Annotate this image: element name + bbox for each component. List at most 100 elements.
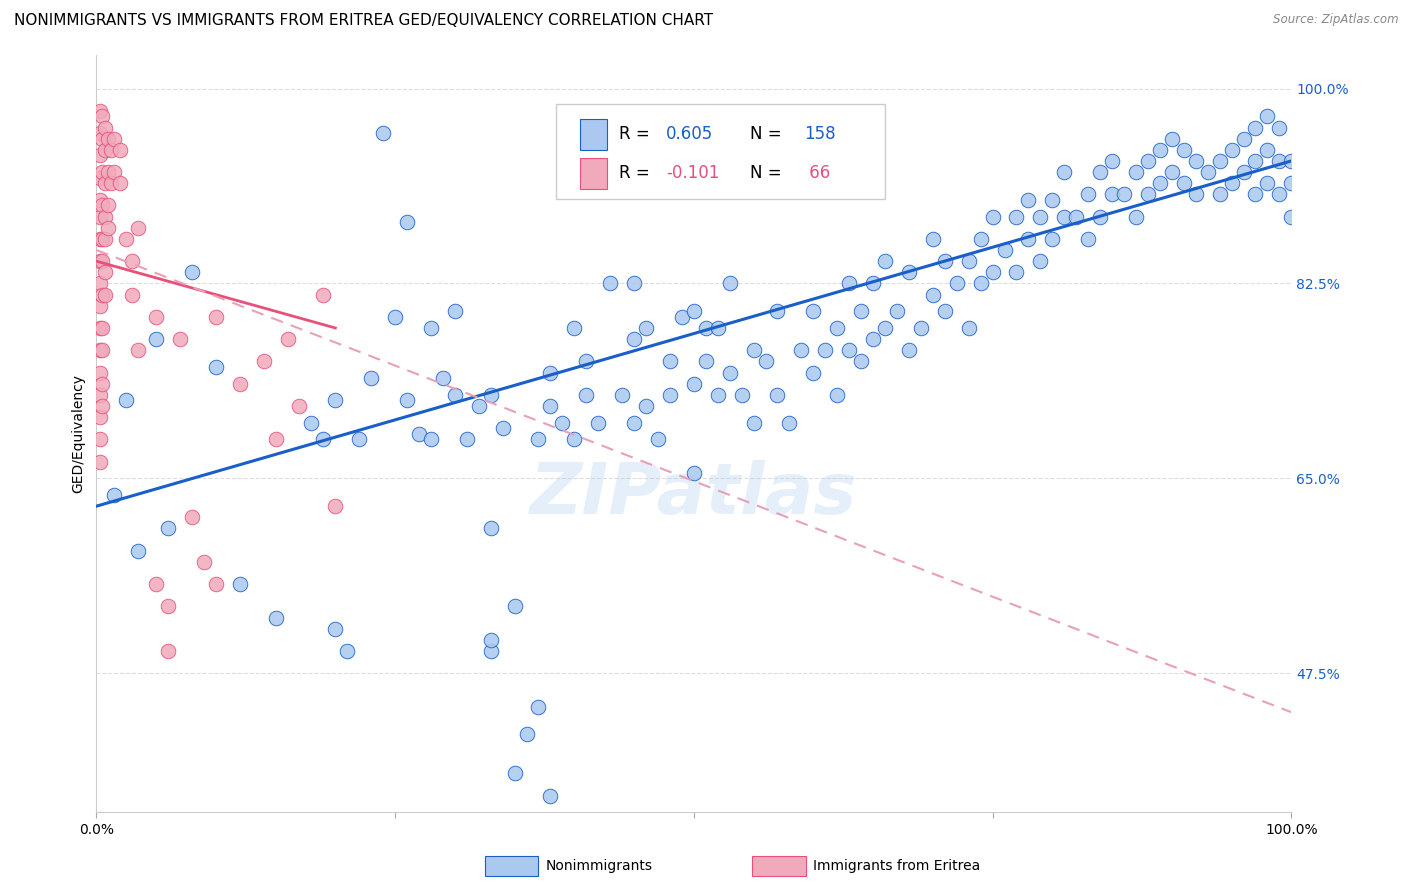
Point — [89, 210, 111, 224]
Point — [993, 243, 1015, 257]
Point — [325, 622, 347, 636]
Point — [1220, 176, 1243, 190]
Point — [503, 599, 526, 614]
Point — [754, 354, 776, 368]
Point — [91, 399, 114, 413]
Point — [444, 388, 467, 402]
Point — [814, 343, 837, 358]
Point — [897, 265, 920, 279]
Point — [562, 321, 585, 335]
Point — [1064, 210, 1087, 224]
Point — [1279, 153, 1302, 168]
Point — [1005, 210, 1028, 224]
Point — [886, 304, 908, 318]
Point — [89, 433, 111, 447]
Point — [1220, 143, 1243, 157]
Point — [1125, 210, 1147, 224]
Point — [527, 699, 550, 714]
Point — [93, 176, 115, 190]
Point — [1053, 210, 1076, 224]
Point — [873, 254, 896, 268]
Point — [97, 165, 120, 179]
Point — [1053, 165, 1076, 179]
Point — [658, 388, 681, 402]
Point — [89, 343, 111, 358]
Point — [981, 265, 1004, 279]
Point — [921, 232, 943, 246]
Point — [1088, 210, 1111, 224]
Point — [897, 343, 920, 358]
Point — [623, 332, 645, 346]
Point — [89, 388, 111, 402]
Point — [110, 143, 132, 157]
Point — [538, 366, 561, 380]
Point — [551, 416, 574, 430]
Point — [121, 254, 143, 268]
Point — [1017, 193, 1039, 207]
Point — [957, 254, 980, 268]
Point — [575, 388, 598, 402]
Point — [1232, 165, 1254, 179]
Y-axis label: GED/Equivalency: GED/Equivalency — [72, 375, 86, 493]
Point — [420, 433, 443, 447]
Point — [838, 277, 860, 291]
Point — [91, 376, 114, 391]
Point — [100, 143, 122, 157]
Point — [456, 433, 478, 447]
Point — [93, 287, 115, 301]
Point — [229, 376, 252, 391]
Point — [91, 254, 114, 268]
Point — [103, 488, 125, 502]
Point — [432, 371, 454, 385]
Point — [503, 766, 526, 780]
Point — [562, 433, 585, 447]
Point — [115, 232, 138, 246]
Point — [969, 232, 991, 246]
Point — [945, 277, 967, 291]
Point — [1005, 265, 1028, 279]
Point — [193, 555, 215, 569]
Point — [181, 265, 204, 279]
Point — [127, 543, 149, 558]
Point — [93, 265, 115, 279]
Point — [89, 254, 111, 268]
Point — [706, 388, 728, 402]
Point — [1279, 210, 1302, 224]
Point — [682, 376, 704, 391]
Point — [157, 599, 180, 614]
Point — [538, 399, 561, 413]
Text: R =: R = — [619, 164, 655, 183]
Point — [91, 287, 114, 301]
Point — [93, 120, 115, 135]
Point — [1244, 120, 1267, 135]
Point — [623, 416, 645, 430]
Point — [121, 287, 143, 301]
Point — [89, 455, 111, 469]
Point — [468, 399, 491, 413]
Point — [89, 148, 111, 162]
Point — [181, 510, 204, 524]
Point — [742, 343, 765, 358]
Point — [145, 332, 167, 346]
Point — [264, 610, 287, 624]
Point — [1088, 165, 1111, 179]
Text: Immigrants from Eritrea: Immigrants from Eritrea — [813, 859, 980, 873]
Point — [1101, 187, 1123, 202]
Point — [1149, 143, 1171, 157]
Point — [127, 220, 149, 235]
Point — [766, 388, 789, 402]
Point — [157, 644, 180, 658]
Point — [1173, 143, 1195, 157]
Point — [1244, 187, 1267, 202]
Point — [145, 577, 167, 591]
Point — [695, 321, 717, 335]
Point — [1256, 109, 1278, 123]
Point — [205, 310, 228, 324]
Point — [89, 126, 111, 140]
Point — [103, 165, 125, 179]
Point — [1232, 131, 1254, 145]
Point — [801, 304, 824, 318]
Point — [89, 103, 111, 118]
Point — [115, 393, 138, 408]
Point — [981, 210, 1004, 224]
